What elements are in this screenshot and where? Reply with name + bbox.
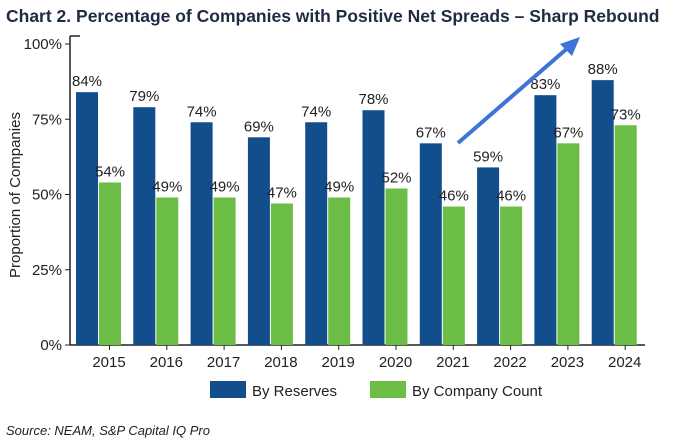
- data-label: 49%: [152, 179, 182, 196]
- y-tick-label: 100%: [24, 36, 62, 53]
- bar-by-reserves: [477, 167, 500, 345]
- data-label: 74%: [187, 103, 217, 120]
- data-label: 79%: [129, 88, 159, 105]
- bar-by-company-count: [500, 206, 523, 345]
- bar-by-company-count: [614, 125, 637, 346]
- bar-by-company-count: [557, 143, 580, 345]
- y-tick-label: 25%: [32, 262, 62, 279]
- x-tick-label: 2022: [493, 354, 526, 371]
- y-tick-label: 50%: [32, 187, 62, 204]
- legend-label: By Company Count: [412, 383, 543, 400]
- y-axis-title: Proportion of Companies: [7, 112, 24, 278]
- bar-by-reserves: [133, 107, 156, 346]
- bar-by-reserves: [190, 122, 213, 345]
- data-label: 46%: [496, 188, 526, 205]
- data-label: 49%: [324, 179, 354, 196]
- x-tick-label: 2024: [608, 354, 641, 371]
- bar-by-reserves: [419, 143, 442, 345]
- bar-by-company-count: [213, 197, 236, 345]
- bar-by-reserves: [247, 137, 270, 345]
- data-label: 78%: [358, 91, 388, 108]
- bar-by-company-count: [442, 206, 465, 345]
- data-label: 49%: [210, 179, 240, 196]
- bar-by-company-count: [99, 182, 121, 345]
- x-tick-label: 2023: [551, 354, 584, 371]
- data-label: 69%: [244, 118, 274, 135]
- trend-arrow-head: [560, 37, 580, 56]
- legend-swatch: [210, 381, 246, 398]
- data-label: 54%: [95, 163, 125, 180]
- x-tick-label: 2020: [379, 354, 412, 371]
- data-label: 46%: [439, 188, 469, 205]
- x-tick-label: 2021: [436, 354, 469, 371]
- data-label: 83%: [530, 76, 560, 93]
- legend-label: By Reserves: [252, 383, 337, 400]
- legend-swatch: [370, 381, 406, 398]
- bar-by-company-count: [270, 203, 293, 345]
- trend-arrow-shaft: [456, 44, 572, 145]
- data-label: 59%: [473, 148, 503, 165]
- data-label: 67%: [416, 124, 446, 141]
- data-label: 52%: [381, 169, 411, 186]
- x-tick-label: 2015: [92, 354, 125, 371]
- bar-by-company-count: [328, 197, 351, 345]
- bar-by-reserves: [591, 80, 614, 346]
- bar-by-reserves: [534, 95, 557, 345]
- bar-by-reserves: [362, 110, 385, 345]
- x-tick-label: 2016: [150, 354, 183, 371]
- bar-by-reserves: [76, 92, 98, 345]
- chart-title: Chart 2. Percentage of Companies with Po…: [6, 6, 660, 26]
- y-tick-label: 0%: [40, 337, 62, 354]
- bar-by-reserves: [305, 122, 328, 345]
- x-tick-label: 2019: [322, 354, 355, 371]
- bar-by-company-count: [385, 188, 408, 345]
- bar-by-company-count: [156, 197, 179, 345]
- data-label: 88%: [588, 61, 618, 78]
- data-label: 47%: [267, 185, 297, 202]
- data-label: 84%: [72, 73, 102, 90]
- data-label: 67%: [553, 124, 583, 141]
- x-tick-label: 2018: [264, 354, 297, 371]
- source-note: Source: NEAM, S&P Capital IQ Pro: [6, 423, 210, 438]
- x-tick-label: 2017: [207, 354, 240, 371]
- data-label: 73%: [611, 106, 641, 123]
- y-tick-label: 75%: [32, 111, 62, 128]
- data-label: 74%: [301, 103, 331, 120]
